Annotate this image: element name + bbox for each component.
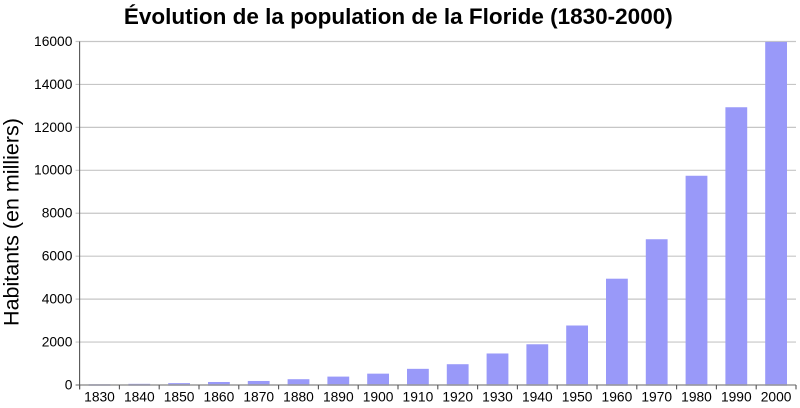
svg-text:Évolution de la population de: Évolution de la population de la Floride… xyxy=(124,4,673,29)
svg-text:14000: 14000 xyxy=(34,77,73,92)
svg-text:6000: 6000 xyxy=(42,249,73,264)
svg-text:16000: 16000 xyxy=(34,34,73,49)
svg-text:1930: 1930 xyxy=(482,390,513,405)
svg-text:1860: 1860 xyxy=(204,390,235,405)
svg-text:1890: 1890 xyxy=(323,390,354,405)
svg-text:1950: 1950 xyxy=(562,390,593,405)
svg-text:8000: 8000 xyxy=(42,206,73,221)
svg-text:1980: 1980 xyxy=(681,390,712,405)
svg-text:1970: 1970 xyxy=(641,390,672,405)
svg-text:2000: 2000 xyxy=(42,334,73,349)
svg-text:12000: 12000 xyxy=(34,120,73,135)
svg-text:1910: 1910 xyxy=(403,390,434,405)
svg-text:Habitants (en milliers): Habitants (en milliers) xyxy=(0,118,24,326)
svg-text:1830: 1830 xyxy=(84,390,115,405)
svg-text:1850: 1850 xyxy=(164,390,195,405)
svg-text:1880: 1880 xyxy=(283,390,314,405)
svg-text:0: 0 xyxy=(65,377,73,392)
svg-text:2000: 2000 xyxy=(761,390,792,405)
svg-text:1870: 1870 xyxy=(243,390,274,405)
svg-text:1920: 1920 xyxy=(442,390,473,405)
svg-text:4000: 4000 xyxy=(42,292,73,307)
svg-text:10000: 10000 xyxy=(34,163,73,178)
svg-text:1940: 1940 xyxy=(522,390,553,405)
svg-text:1990: 1990 xyxy=(721,390,752,405)
svg-text:1840: 1840 xyxy=(124,390,155,405)
svg-text:1900: 1900 xyxy=(363,390,394,405)
svg-text:1960: 1960 xyxy=(602,390,633,405)
